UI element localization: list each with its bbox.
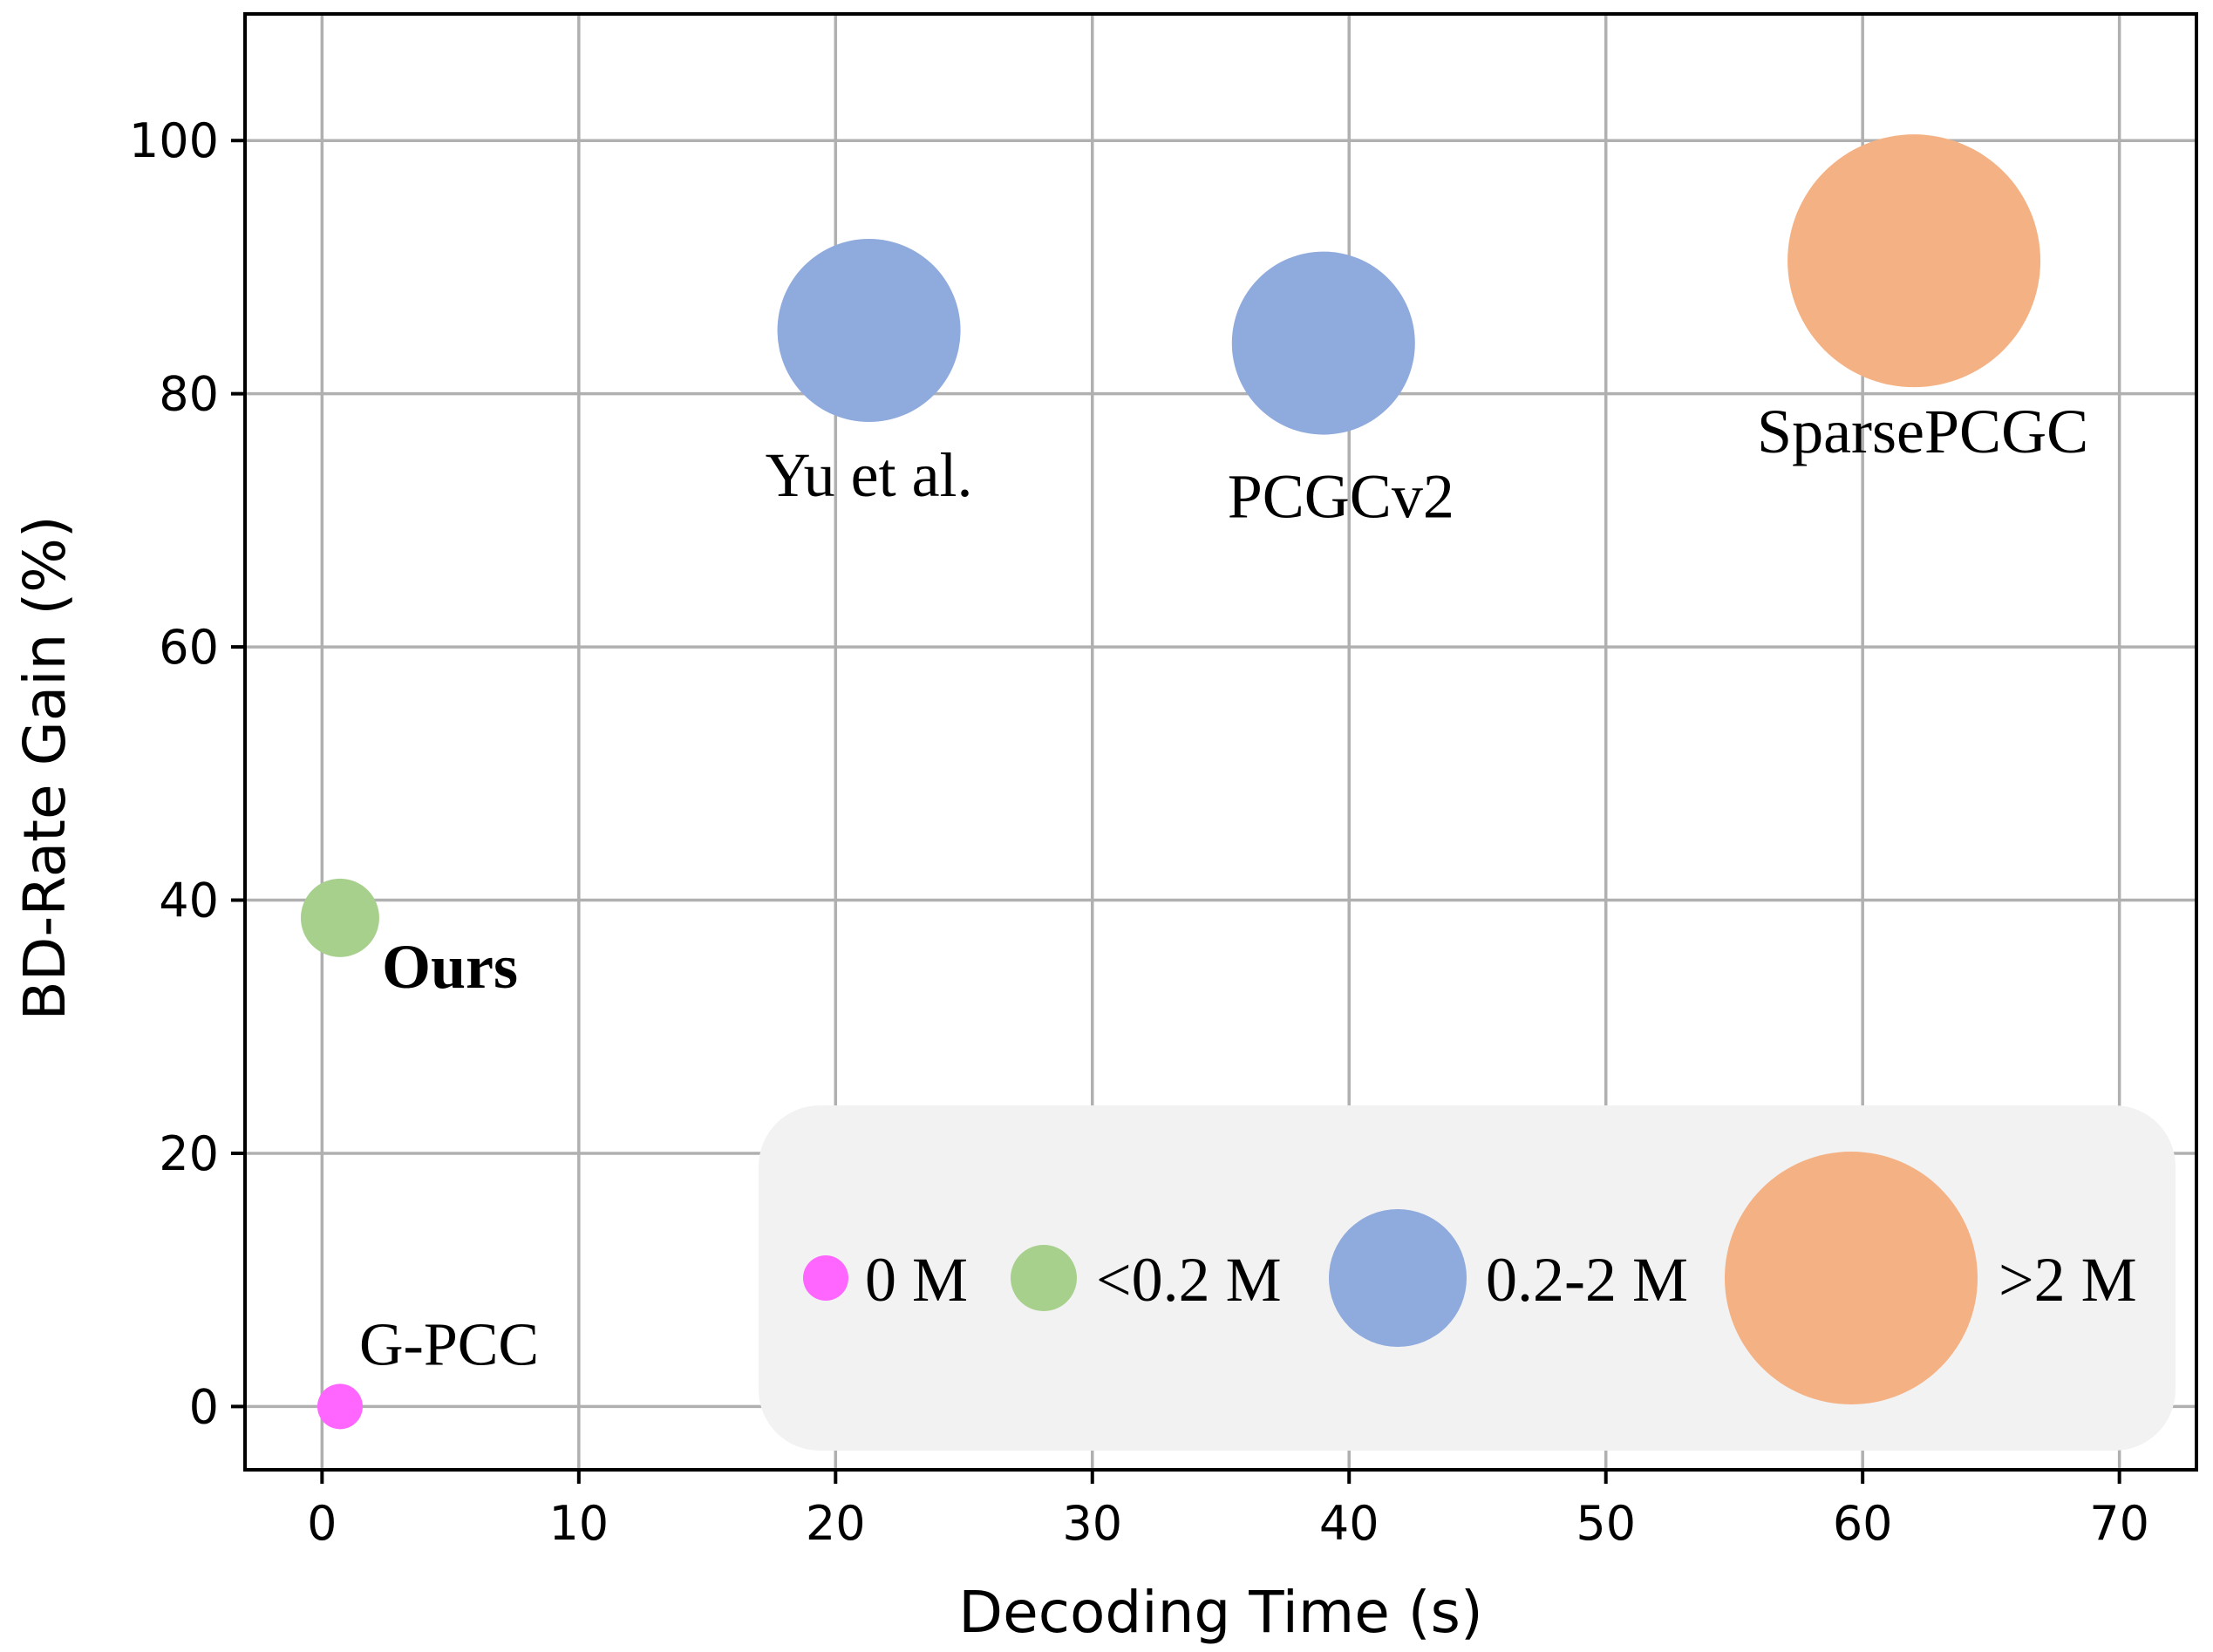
label-sparsepcgc: SparsePCGC: [1757, 397, 2088, 466]
legend-label-3: >2 M: [1999, 1245, 2137, 1315]
legend: 0 M <0.2 M 0.2-2 M >2 M: [759, 1105, 2176, 1451]
y-tick-label-80: 80: [159, 367, 219, 422]
legend-marker-3: [1725, 1152, 1978, 1404]
y-axis-title: BD-Rate Gain (%): [11, 515, 78, 1020]
bubble-pcgcv2: [1231, 251, 1415, 435]
legend-label-1: <0.2 M: [1096, 1245, 1282, 1315]
x-tick-label-60: 60: [1833, 1496, 1893, 1551]
x-tick-label-10: 10: [548, 1496, 609, 1551]
plot-frame: [243, 12, 2198, 1472]
bubble-sparsepcgc: [1787, 134, 2041, 388]
legend-marker-1: [1011, 1245, 1077, 1311]
x-tick-label-30: 30: [1062, 1496, 1122, 1551]
label-yu-et-al: Yu et al.: [766, 440, 973, 510]
y-tick-label-60: 60: [159, 620, 219, 675]
bubble-yu-et-al: [777, 239, 961, 423]
x-tick-label-50: 50: [1576, 1496, 1636, 1551]
y-tick-label-100: 100: [129, 113, 219, 168]
bubble-g-pcc: [317, 1383, 363, 1430]
y-tick-label-20: 20: [159, 1126, 219, 1181]
bubble-ours: [300, 878, 379, 957]
plot-border: [243, 12, 2198, 1472]
y-tick-label-40: 40: [159, 874, 219, 928]
x-tick-label-40: 40: [1319, 1496, 1379, 1551]
x-tick-label-70: 70: [2089, 1496, 2149, 1551]
label-pcgcv2: PCGCv2: [1228, 462, 1454, 532]
axis-ticks: 0 10 20 30 40 50 60 70 0 20 40 60 80 100: [129, 113, 2149, 1551]
x-tick-label-0: 0: [307, 1496, 337, 1551]
legend-marker-2: [1329, 1209, 1467, 1347]
x-axis-title: Decoding Time (s): [958, 1579, 1482, 1646]
data-bubbles: [300, 134, 2041, 1430]
y-tick-label-0: 0: [189, 1379, 219, 1434]
label-ours: Ours: [382, 932, 518, 1002]
point-labels: G-PCC Ours Yu et al. PCGCv2 SparsePCGC: [359, 397, 2088, 1378]
x-tick-label-20: 20: [806, 1496, 866, 1551]
legend-label-0: 0 M: [865, 1245, 968, 1315]
legend-label-2: 0.2-2 M: [1486, 1245, 1688, 1315]
legend-marker-0: [803, 1255, 848, 1301]
label-g-pcc: G-PCC: [359, 1311, 539, 1378]
